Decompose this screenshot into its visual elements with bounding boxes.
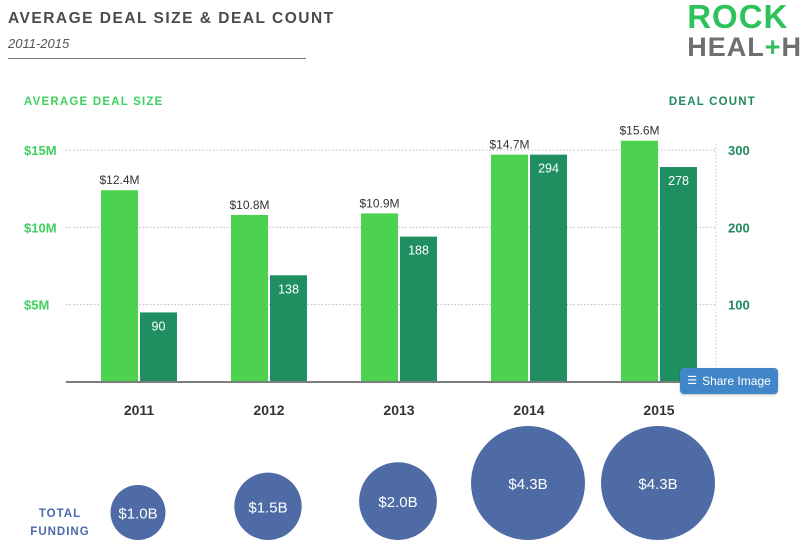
right-axis-tick-label: 300 [728, 143, 750, 158]
deal-count-bar [140, 312, 177, 382]
layers-icon: ☰ [687, 374, 698, 387]
deal-size-data-label: $12.4M [99, 173, 139, 187]
deal-size-bar [101, 190, 138, 382]
year-tick-label: 2014 [513, 402, 544, 418]
total-funding-label-line1: TOTAL [38, 508, 82, 520]
year-tick-label: 2011 [124, 402, 155, 418]
rock-health-logo: ROCK HEAL+H [687, 0, 802, 62]
right-axis-tick-label: 100 [728, 298, 750, 313]
right-axis-title: DEAL COUNT [668, 96, 756, 108]
logo-text-a: HEAL [687, 32, 765, 62]
deal-count-bar [530, 154, 567, 382]
deal-size-bar [621, 140, 658, 382]
total-funding-label: TOTAL FUNDING [30, 505, 90, 541]
deal-count-bar [270, 275, 307, 382]
deal-size-bar [361, 213, 398, 382]
deal-size-data-label: $10.8M [229, 198, 269, 212]
deal-count-data-label: 90 [152, 319, 166, 333]
total-funding-bubble [359, 462, 437, 540]
total-funding-bubble [601, 426, 715, 540]
deal-count-bar [660, 167, 697, 382]
logo-line-2: HEAL+H [687, 32, 802, 62]
left-axis-tick-label: $5M [24, 298, 49, 313]
deal-size-bar [491, 154, 528, 382]
left-axis-tick-label: $15M [24, 143, 57, 158]
deal-count-data-label: 138 [278, 282, 299, 296]
chart-subtitle: 2011-2015 [8, 36, 70, 51]
deal-size-data-label: $10.9M [359, 196, 399, 210]
deal-count-data-label: 278 [668, 174, 689, 188]
total-funding-data-label: $1.5B [248, 499, 287, 516]
right-axis-tick-label: 200 [728, 220, 750, 235]
share-image-button[interactable]: ☰ Share Image [680, 368, 778, 394]
deal-count-bar [400, 236, 437, 382]
total-funding-data-label: $1.0B [118, 506, 157, 523]
deal-size-bar [231, 214, 268, 382]
logo-line-1: ROCK [687, 0, 789, 35]
share-image-label: Share Image [702, 374, 771, 388]
left-axis-tick-label: $10M [24, 220, 57, 235]
left-axis-title: AVERAGE DEAL SIZE [24, 96, 164, 108]
year-tick-label: 2013 [383, 402, 414, 418]
year-tick-label: 2012 [253, 402, 284, 418]
logo-plus: + [764, 32, 782, 62]
total-funding-label-line2: FUNDING [30, 526, 90, 538]
logo-text-b: H [781, 32, 802, 62]
chart-title: AVERAGE DEAL SIZE & DEAL COUNT [8, 10, 335, 27]
year-tick-label: 2015 [643, 402, 674, 418]
title-divider [8, 58, 306, 59]
deal-size-data-label: $14.7M [489, 138, 529, 152]
deal-count-data-label: 188 [408, 244, 429, 258]
total-funding-data-label: $2.0B [378, 494, 417, 511]
total-funding-bubble [234, 472, 302, 540]
total-funding-data-label: $4.3B [638, 476, 677, 493]
deal-count-data-label: 294 [538, 162, 559, 176]
total-funding-data-label: $4.3B [508, 476, 547, 493]
deal-size-data-label: $15.6M [619, 124, 659, 138]
total-funding-bubble [110, 485, 166, 540]
total-funding-bubble [471, 426, 585, 540]
